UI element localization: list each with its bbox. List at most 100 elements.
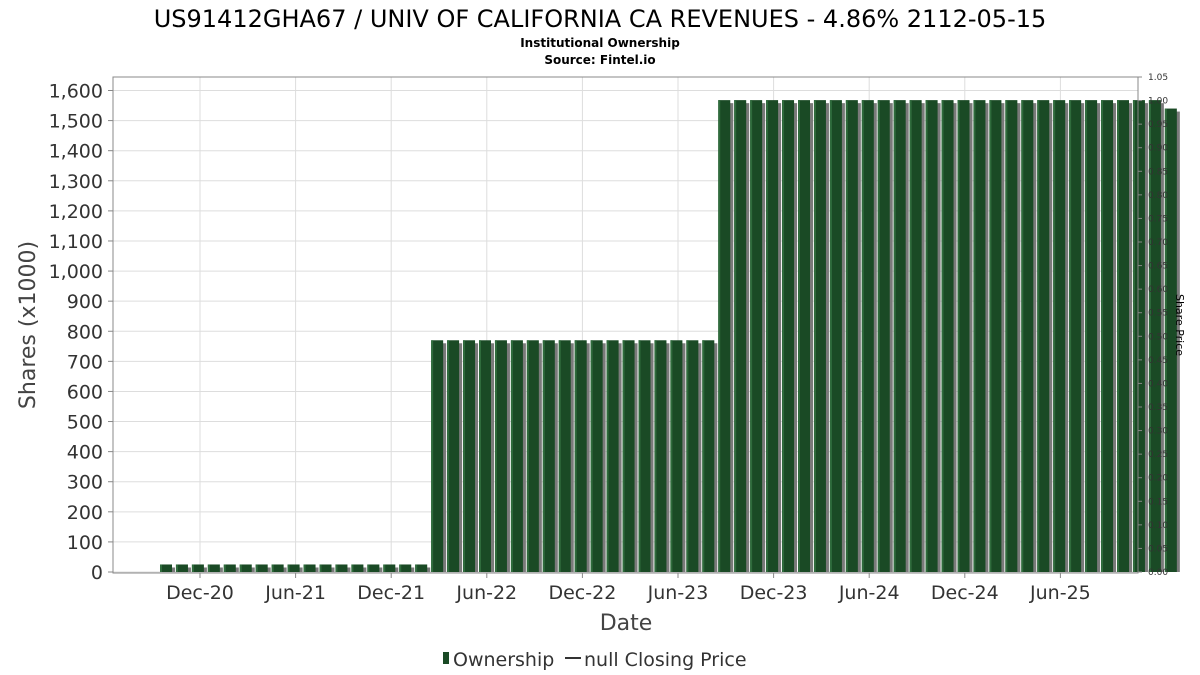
bar-highlight [973,100,976,572]
ownership-bar [798,100,810,572]
bar-highlight [925,100,928,572]
ownership-bar [734,100,747,572]
y2-tick-label: 0.65 [1148,262,1168,272]
ownership-bar [925,100,938,572]
y2-tick-label: 0.10 [1148,521,1168,531]
bar-highlight [654,340,657,572]
ownership-bar [813,100,826,572]
ownership-bar [351,564,364,572]
bar-highlight [941,100,944,572]
legend: Ownership null Closing Price [443,649,747,671]
bar-highlight [798,100,800,572]
bar-highlight [957,100,960,572]
ownership-bar [941,100,954,572]
legend-price-label: null Closing Price [584,649,747,671]
ownership-bar [367,564,380,572]
bar-highlight [510,340,513,572]
legend-ownership-swatch [443,652,449,664]
bar-highlight [877,100,880,572]
bar-highlight [1005,100,1008,572]
bar-highlight [782,100,785,572]
bar-highlight [319,564,322,572]
bar-highlight [542,340,545,572]
bar-highlight [223,564,226,572]
bar-highlight [255,564,258,572]
y-tick-label: 200 [67,502,103,524]
bar-highlight [734,100,737,572]
bar-highlight [271,564,274,572]
y2-tick-label: 0.95 [1148,120,1168,130]
ownership-bar [399,564,412,572]
ownership-bar [526,340,539,572]
ownership-bar [542,340,555,572]
ownership-bar [160,564,172,572]
ownership-bar [1069,100,1082,572]
bar-highlight [622,340,625,572]
ownership-bar [191,564,204,572]
bar-highlight [1037,100,1040,572]
bar-highlight [1148,100,1151,572]
bar-highlight [845,100,848,572]
x-tick-label: Dec-23 [740,582,808,604]
bar-highlight [207,564,210,572]
bar-highlight [431,340,434,572]
ownership-bar [1037,100,1050,572]
y2-tick-label: 0.40 [1148,379,1168,389]
ownership-bar [383,564,396,572]
y2-tick-label: 1.05 [1148,73,1168,83]
bar-highlight [686,340,689,572]
bar-highlight [813,100,816,572]
y2-tick-label: 0.45 [1148,356,1168,366]
y2-axis-ticks: 0.00 0.05 0.10 0.15 0.20 0.25 0.30 0.35 0.40 0.45… [1138,73,1168,578]
ownership-bar [558,340,571,572]
bar-highlight [750,100,753,572]
ownership-bar [606,340,619,572]
y-tick-label: 400 [67,442,103,464]
bar-highlight [399,564,402,572]
ownership-bar [431,340,444,572]
y-tick-label: 1,400 [49,141,103,163]
y-tick-label: 100 [67,532,103,554]
ownership-bar [287,564,300,572]
y2-tick-label: 0.85 [1148,167,1168,177]
bar-highlight [1085,100,1088,572]
y2-tick-label: 0.75 [1148,214,1168,224]
y2-tick-label: 0.15 [1148,497,1168,507]
bar-highlight [1101,100,1104,572]
bar-highlight [861,100,864,572]
y-tick-label: 1,600 [49,81,103,103]
y-tick-label: 1,500 [49,111,103,133]
y2-tick-label: 0.25 [1148,450,1168,460]
bar-highlight [909,100,912,572]
chart-subtitle-line-2: Source: Fintel.io [544,53,655,67]
y2-tick-label: 0.30 [1148,427,1168,437]
bar-highlight [287,564,290,572]
bar-highlight [702,340,705,572]
ownership-bar [479,340,491,572]
ownership-bar [877,100,890,572]
bar-highlight [351,564,354,572]
ownership-bar [175,564,188,572]
ownership-bar [447,340,460,572]
bar-highlight [590,340,593,572]
bar-highlight [893,100,896,572]
y2-tick-label: 0.60 [1148,285,1168,295]
bar-highlight [239,564,242,572]
ownership-bar [1148,100,1161,572]
legend-ownership-label: Ownership [453,649,554,671]
ownership-bar [989,100,1002,572]
bar-highlight [415,564,418,572]
y2-tick-label: 1.00 [1148,97,1168,107]
bar-highlight [191,564,194,572]
ownership-bar [255,564,268,572]
ownership-bar [638,340,651,572]
y2-tick-label: 0.20 [1148,474,1168,484]
bar-highlight [160,564,162,572]
x-tick-label: Dec-20 [166,582,234,604]
bar-highlight [989,100,992,572]
y-axis-label: Shares (x1000) [16,241,41,409]
ownership-bar [861,100,874,572]
bar-highlight [1164,108,1167,573]
y2-tick-label: 0.80 [1148,191,1168,201]
bar-highlight [1132,100,1135,572]
